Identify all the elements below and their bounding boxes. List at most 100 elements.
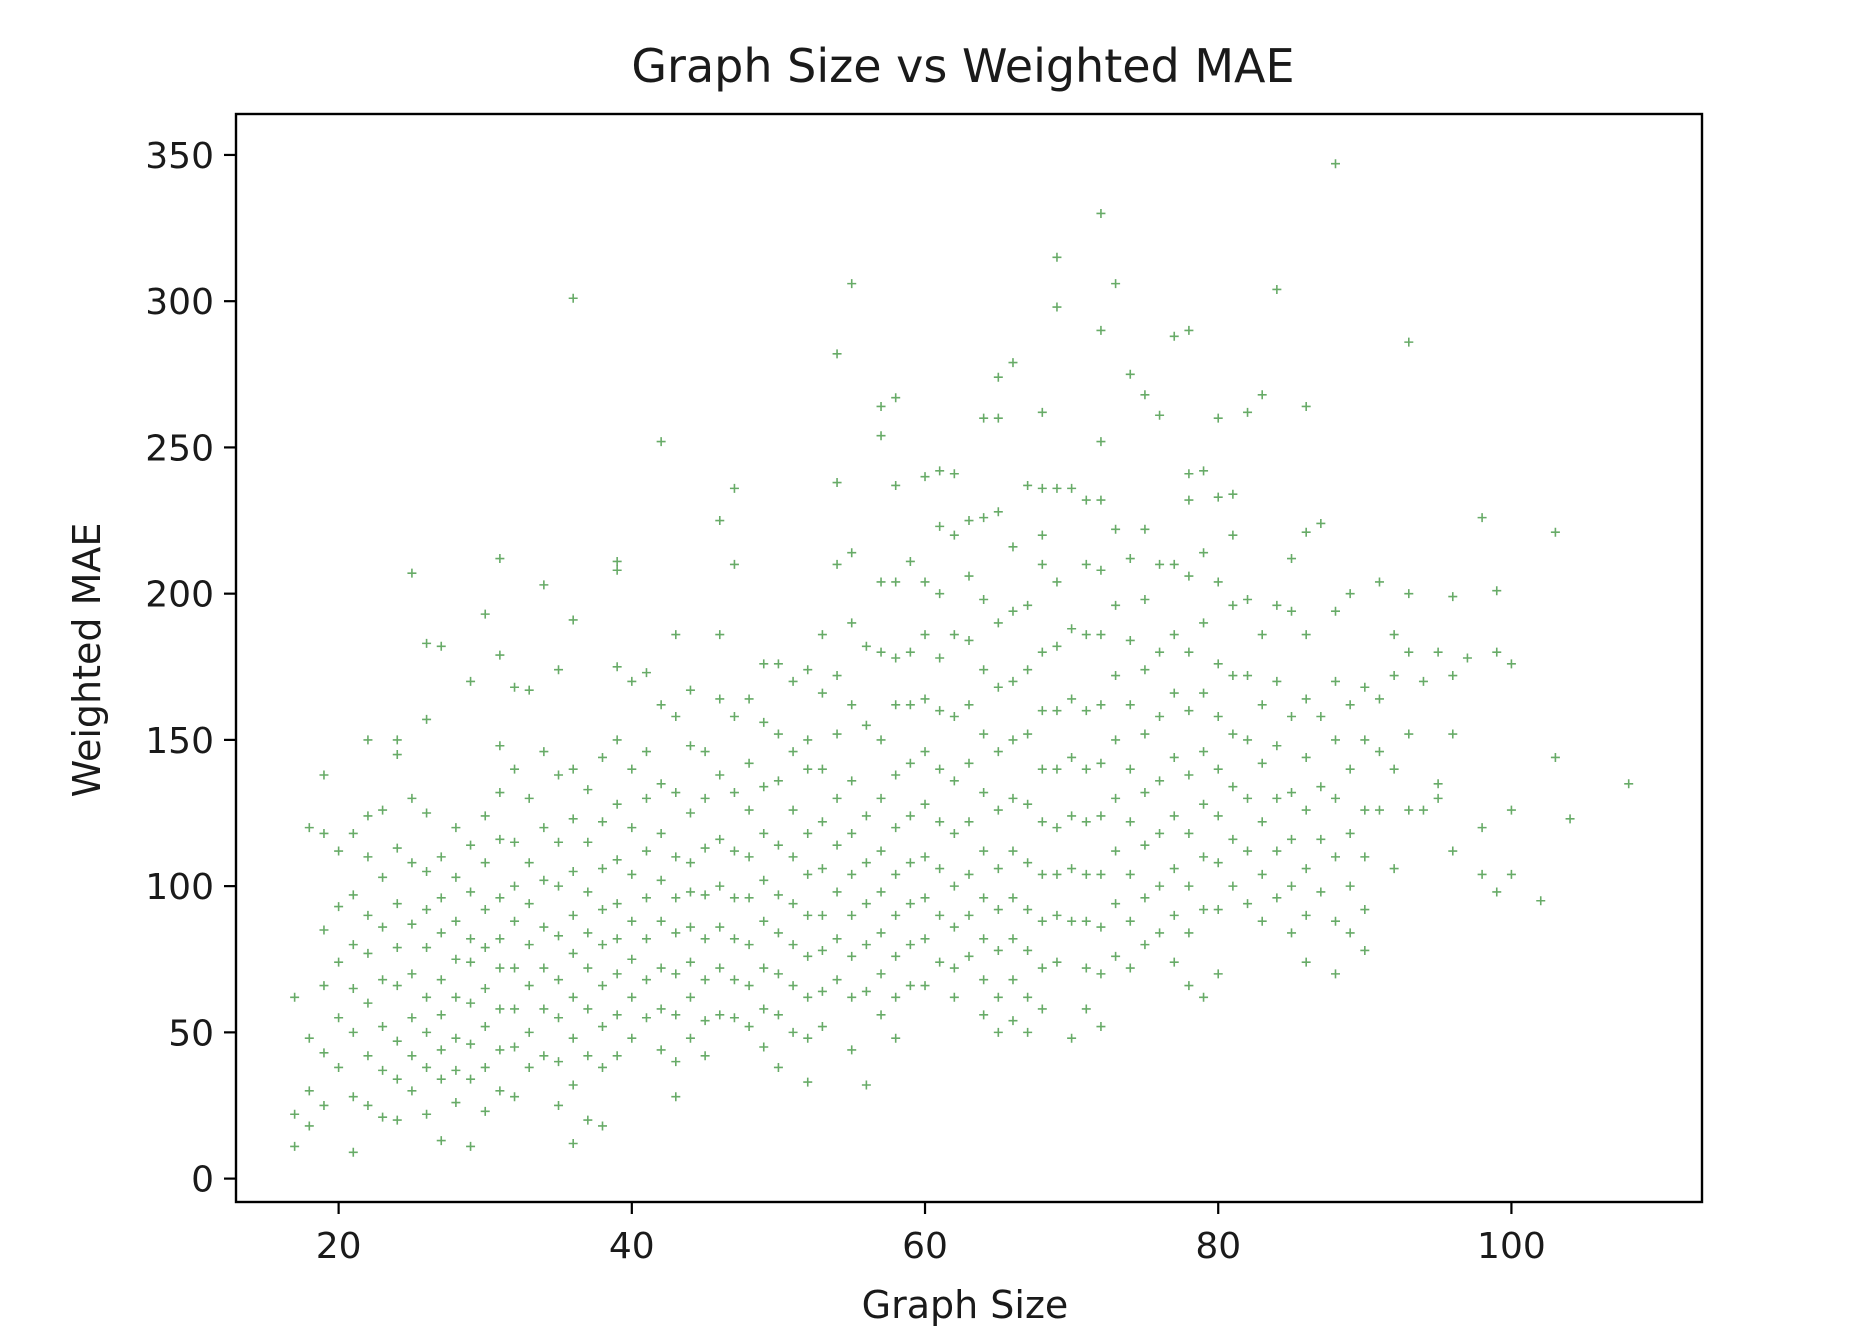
data-point: [685, 992, 695, 1002]
data-point: [641, 793, 651, 803]
data-point: [480, 1062, 490, 1072]
data-point: [671, 788, 681, 798]
data-point: [1140, 390, 1150, 400]
data-point: [1023, 905, 1033, 915]
data-point: [905, 811, 915, 821]
data-point: [1331, 676, 1340, 686]
data-point: [1169, 864, 1179, 874]
data-point: [1345, 764, 1355, 774]
data-point: [1096, 565, 1106, 575]
data-point: [891, 480, 901, 490]
data-point: [1301, 864, 1311, 874]
data-point: [1565, 814, 1575, 824]
data-point: [685, 741, 695, 751]
data-point: [920, 934, 930, 944]
data-point: [744, 1022, 754, 1032]
data-point: [612, 1010, 622, 1020]
data-point: [1360, 735, 1370, 745]
data-point: [935, 957, 945, 967]
data-point: [510, 1042, 520, 1052]
data-point: [290, 1109, 300, 1119]
data-point: [1037, 817, 1047, 827]
data-point: [1111, 735, 1121, 745]
data-point: [1111, 600, 1121, 610]
data-point: [773, 1010, 783, 1020]
data-point: [1345, 828, 1355, 838]
data-point: [979, 1010, 989, 1020]
data-point: [378, 975, 388, 985]
data-point: [920, 981, 930, 991]
data-point: [1184, 881, 1194, 891]
data-point: [1155, 410, 1165, 420]
data-point: [803, 951, 813, 961]
data-point: [436, 1074, 446, 1084]
data-point: [1374, 577, 1384, 587]
data-point: [319, 770, 329, 780]
data-point: [1345, 700, 1355, 710]
data-point: [803, 992, 813, 1002]
data-point: [1140, 524, 1150, 534]
data-point: [876, 431, 886, 441]
data-point: [1037, 530, 1047, 540]
data-point: [1111, 899, 1121, 909]
data-point: [1243, 793, 1253, 803]
data-point: [817, 945, 827, 955]
data-point: [744, 694, 754, 704]
data-point: [773, 729, 783, 739]
data-point: [466, 1039, 476, 1049]
data-point: [1374, 694, 1384, 704]
data-point: [759, 717, 769, 727]
data-point: [1140, 940, 1150, 950]
data-point: [1316, 711, 1326, 721]
data-point: [392, 843, 402, 853]
data-point: [1331, 793, 1340, 803]
data-point: [949, 711, 959, 721]
data-point: [1433, 779, 1443, 789]
data-point: [1037, 647, 1047, 657]
data-point: [1389, 630, 1399, 640]
data-point: [1111, 951, 1121, 961]
y-tick-label: 150: [145, 721, 214, 762]
data-point: [466, 676, 476, 686]
data-point: [1169, 957, 1179, 967]
data-point: [1228, 530, 1238, 540]
y-tick-label: 350: [145, 136, 214, 177]
data-point: [993, 682, 1003, 692]
data-point: [1213, 905, 1223, 915]
data-point: [905, 940, 915, 950]
data-point: [1287, 788, 1297, 798]
data-point: [1199, 618, 1209, 628]
data-point: [568, 910, 578, 920]
data-point: [510, 682, 520, 692]
data-point: [847, 828, 857, 838]
data-point: [436, 1045, 446, 1055]
data-point: [1536, 896, 1546, 906]
data-point: [568, 615, 578, 625]
data-point: [1111, 846, 1121, 856]
data-point: [935, 764, 945, 774]
data-point: [1477, 513, 1487, 523]
data-point: [1008, 1016, 1018, 1026]
data-point: [876, 887, 886, 897]
data-point: [1125, 963, 1135, 973]
data-point: [627, 764, 637, 774]
data-point: [993, 864, 1003, 874]
data-point: [905, 899, 915, 909]
data-point: [1067, 483, 1077, 493]
data-point: [1228, 881, 1238, 891]
data-point: [1008, 606, 1018, 616]
data-point: [759, 659, 769, 669]
data-point: [1184, 828, 1194, 838]
data-point: [803, 764, 813, 774]
data-point: [1067, 752, 1077, 762]
data-point: [1067, 694, 1077, 704]
data-point: [891, 653, 901, 663]
data-point: [1081, 706, 1091, 716]
data-point: [583, 1115, 593, 1125]
data-point: [495, 788, 505, 798]
data-point: [1184, 571, 1194, 581]
data-point: [759, 782, 769, 792]
data-point: [1228, 782, 1238, 792]
data-point: [480, 1106, 490, 1116]
data-point: [1155, 711, 1165, 721]
